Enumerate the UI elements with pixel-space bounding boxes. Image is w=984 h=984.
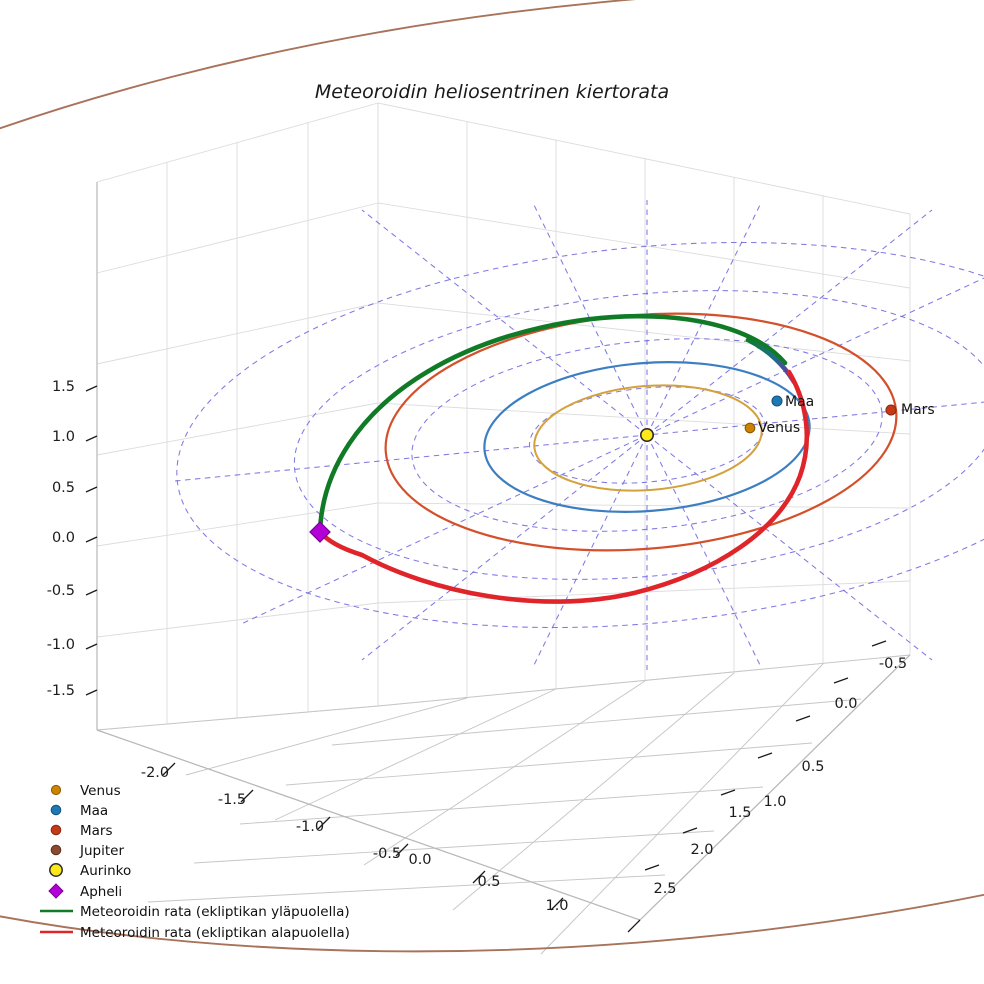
legend-item-apheli: Apheli [48, 883, 122, 900]
legend-item-meteoroid-above: Meteoroidin rata (ekliptikan yläpuolella… [40, 904, 350, 920]
meteoroid-above-ecliptic [317, 313, 788, 535]
x-tick-label: -0.5 [373, 846, 401, 862]
legend-item-aurinko: Aurinko [49, 863, 131, 879]
x-tick-label: -2.0 [141, 765, 169, 781]
ecliptic-polar-grid [174, 200, 984, 670]
y-tick-label: 0.0 [834, 696, 857, 712]
x-tick-label: 1.0 [545, 898, 568, 914]
y-tick-label: 1.0 [763, 794, 786, 810]
y-axis-tick-labels: -0.5 0.0 0.5 1.0 1.5 2.0 2.5 [653, 656, 907, 897]
earth-orbit [483, 361, 811, 513]
legend-item-mars: Mars [50, 823, 113, 839]
legend-marker-venus [50, 784, 62, 796]
venus-orbit [533, 384, 763, 492]
chart-title: Meteoroidin heliosentrinen kiertorata [315, 81, 669, 103]
legend-item-meteoroid-below: Meteoroidin rata (ekliptikan alapuolella… [40, 925, 350, 941]
x-tick-label-alt: 0.0 [408, 852, 431, 868]
y-tick-label: 0.5 [801, 759, 824, 775]
legend-marker-apheli [48, 883, 64, 899]
z-tick-label: 1.5 [52, 379, 75, 395]
z-tick-label: 0.5 [52, 480, 75, 496]
y-tick-label: -0.5 [879, 656, 907, 672]
sun-marker [639, 427, 654, 442]
z-axis-tick-labels: 1.5 1.0 0.5 0.0 -0.5 -1.0 -1.5 [47, 379, 75, 699]
y-tick-label: 2.0 [690, 842, 713, 858]
meteoroid-orbit [317, 313, 810, 604]
aphelion-marker [309, 521, 331, 543]
venus-annotation: Venus [758, 420, 800, 436]
x-tick-label: -1.0 [296, 819, 324, 835]
legend-label-meteoroid-above: Meteoroidin rata (ekliptikan yläpuolella… [80, 904, 350, 920]
z-tick-label: 1.0 [52, 429, 75, 445]
celestial-bodies [309, 395, 897, 543]
tick-marks [85, 385, 887, 933]
y-tick-label: 1.5 [728, 805, 751, 821]
z-tick-label: 0.0 [52, 530, 75, 546]
z-tick-label: -1.0 [47, 637, 75, 653]
earth-marker [771, 395, 783, 407]
legend-label-maa: Maa [80, 803, 108, 819]
legend: Venus Maa Mars Jupiter Aurinko [40, 783, 350, 941]
meteoroid-below-ecliptic [317, 369, 810, 604]
y-tick-label: 2.5 [653, 881, 676, 897]
axis-spines [96, 182, 911, 921]
venus-marker [744, 422, 756, 434]
legend-label-mars: Mars [80, 823, 113, 839]
x-tick-label: -1.5 [218, 792, 246, 808]
x-tick-label: 0.5 [477, 874, 500, 890]
mars-annotation: Mars [901, 402, 935, 418]
legend-item-jupiter: Jupiter [50, 843, 124, 859]
legend-label-apheli: Apheli [80, 884, 122, 900]
legend-item-venus: Venus [50, 783, 121, 799]
legend-marker-mars [50, 824, 62, 836]
x-axis-tick-labels: -2.0 -1.5 -1.0 -0.5 0.0 0.5 1.0 [141, 765, 569, 914]
legend-label-aurinko: Aurinko [80, 863, 131, 879]
legend-marker-maa [50, 804, 62, 816]
mars-marker [885, 404, 897, 416]
body-annotations: Maa Venus Mars [758, 394, 935, 436]
z-tick-label: -1.5 [47, 683, 75, 699]
legend-marker-jupiter [50, 844, 62, 856]
legend-item-maa: Maa [50, 803, 108, 819]
z-tick-label: -0.5 [47, 583, 75, 599]
legend-label-venus: Venus [80, 783, 121, 799]
legend-label-meteoroid-below: Meteoroidin rata (ekliptikan alapuolella… [80, 925, 350, 941]
legend-label-jupiter: Jupiter [79, 843, 124, 859]
legend-marker-aurinko [49, 863, 63, 877]
earth-annotation: Maa [785, 394, 814, 410]
